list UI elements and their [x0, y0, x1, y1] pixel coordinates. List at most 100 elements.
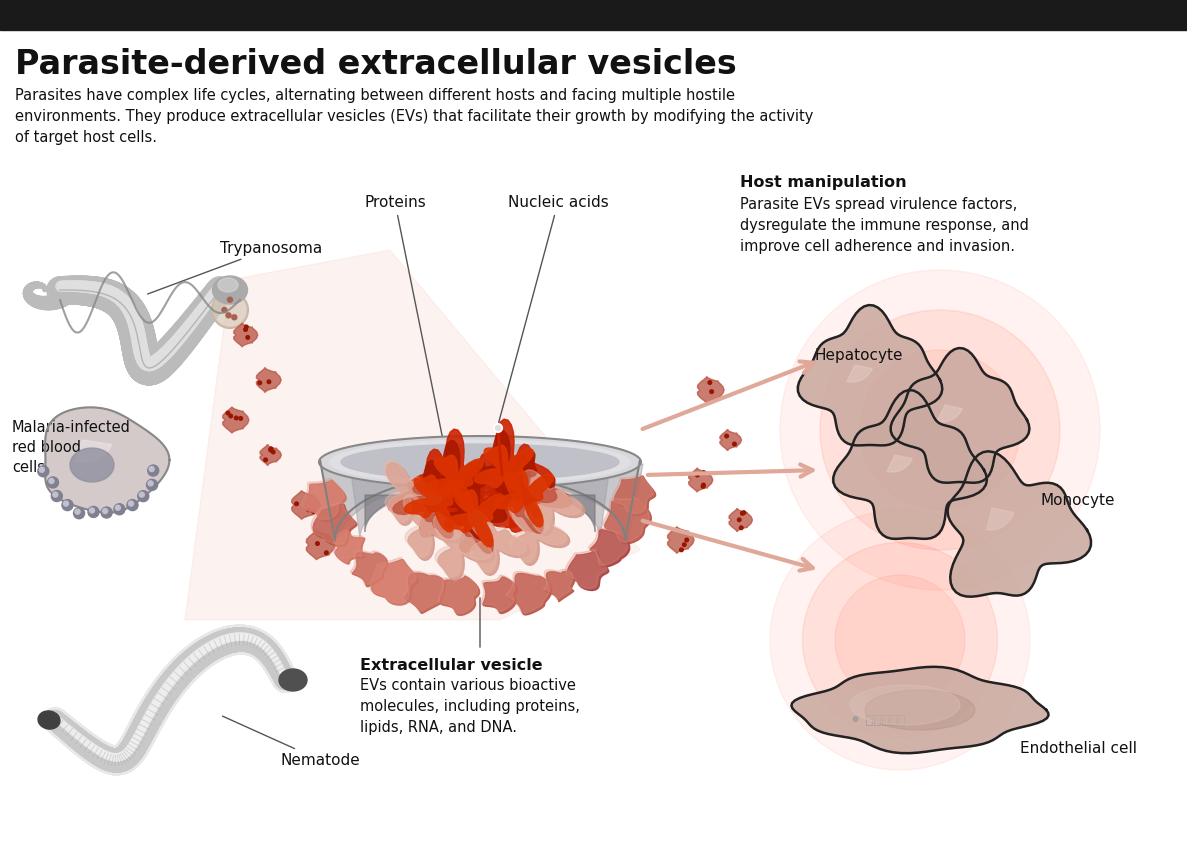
Circle shape: [834, 575, 965, 705]
Polygon shape: [427, 464, 522, 552]
Polygon shape: [798, 305, 942, 445]
Circle shape: [229, 414, 233, 418]
Polygon shape: [405, 573, 445, 614]
Circle shape: [128, 501, 133, 506]
Polygon shape: [483, 456, 557, 533]
Circle shape: [148, 481, 153, 486]
Polygon shape: [311, 502, 355, 545]
Polygon shape: [545, 571, 575, 602]
Polygon shape: [729, 508, 753, 532]
Polygon shape: [234, 323, 258, 347]
Polygon shape: [848, 365, 872, 382]
Polygon shape: [304, 480, 347, 521]
Polygon shape: [506, 571, 550, 613]
Circle shape: [146, 479, 158, 490]
Circle shape: [264, 458, 267, 462]
Circle shape: [861, 350, 1020, 510]
Circle shape: [494, 424, 502, 432]
Polygon shape: [413, 440, 487, 518]
Polygon shape: [301, 478, 344, 520]
Polygon shape: [494, 470, 553, 527]
Circle shape: [702, 483, 705, 487]
Circle shape: [770, 510, 1030, 770]
Polygon shape: [372, 559, 418, 605]
Polygon shape: [688, 468, 713, 492]
Bar: [0, 0, 1187, 30]
Polygon shape: [306, 530, 336, 560]
Circle shape: [234, 416, 239, 419]
Circle shape: [272, 450, 275, 454]
Polygon shape: [475, 445, 534, 502]
Polygon shape: [335, 532, 364, 564]
Circle shape: [246, 336, 249, 339]
Circle shape: [38, 466, 49, 476]
Polygon shape: [698, 376, 724, 403]
Circle shape: [127, 500, 138, 511]
Text: Parasites have complex life cycles, alternating between different hosts and faci: Parasites have complex life cycles, alte…: [15, 88, 813, 145]
Polygon shape: [408, 429, 502, 517]
Polygon shape: [850, 685, 960, 725]
Circle shape: [62, 500, 72, 511]
Polygon shape: [612, 474, 654, 513]
Circle shape: [226, 313, 231, 318]
Polygon shape: [424, 455, 483, 512]
Polygon shape: [223, 406, 249, 433]
Text: ⚫ 外泌体之家: ⚫ 外泌体之家: [850, 714, 906, 727]
Polygon shape: [667, 526, 694, 553]
Polygon shape: [323, 464, 643, 544]
Polygon shape: [387, 463, 445, 526]
Text: Parasite-derived extracellular vesicles: Parasite-derived extracellular vesicles: [15, 48, 737, 81]
Circle shape: [227, 412, 230, 415]
Ellipse shape: [341, 444, 618, 480]
Polygon shape: [440, 576, 480, 615]
Text: Host manipulation: Host manipulation: [740, 175, 907, 190]
Polygon shape: [483, 577, 518, 614]
Circle shape: [725, 434, 729, 438]
Polygon shape: [334, 530, 363, 562]
Circle shape: [742, 511, 745, 514]
Ellipse shape: [212, 276, 248, 304]
Circle shape: [39, 467, 44, 472]
Polygon shape: [947, 451, 1091, 596]
Circle shape: [702, 471, 705, 475]
Circle shape: [239, 417, 242, 420]
Polygon shape: [481, 575, 515, 612]
Polygon shape: [433, 515, 491, 577]
Circle shape: [685, 539, 688, 542]
Text: Malaria-infected
red blood
cells: Malaria-infected red blood cells: [12, 420, 131, 475]
Circle shape: [147, 465, 159, 476]
Polygon shape: [70, 448, 114, 482]
Polygon shape: [478, 444, 572, 532]
Circle shape: [102, 508, 108, 513]
Circle shape: [696, 473, 699, 477]
Circle shape: [312, 510, 316, 513]
Circle shape: [710, 390, 713, 394]
Text: EVs contain various bioactive
molecules, including proteins,
lipids, RNA, and DN: EVs contain various bioactive molecules,…: [360, 678, 580, 735]
Circle shape: [115, 505, 120, 510]
Polygon shape: [402, 571, 443, 611]
Circle shape: [267, 380, 271, 383]
Circle shape: [316, 542, 319, 545]
Polygon shape: [615, 476, 655, 515]
Polygon shape: [75, 440, 112, 462]
Ellipse shape: [279, 669, 307, 691]
Polygon shape: [833, 390, 986, 539]
Polygon shape: [320, 460, 640, 540]
Text: Hepatocyte: Hepatocyte: [815, 348, 903, 362]
Circle shape: [150, 467, 154, 471]
Circle shape: [683, 543, 686, 546]
Text: Trypanosoma: Trypanosoma: [147, 241, 322, 294]
Polygon shape: [527, 473, 585, 535]
Polygon shape: [512, 503, 570, 565]
Polygon shape: [260, 444, 281, 466]
Polygon shape: [603, 498, 649, 542]
Circle shape: [74, 507, 84, 519]
Circle shape: [231, 315, 236, 320]
Polygon shape: [185, 250, 640, 620]
Circle shape: [138, 491, 148, 501]
Circle shape: [702, 484, 705, 488]
Polygon shape: [350, 551, 386, 584]
Circle shape: [88, 507, 99, 518]
Polygon shape: [405, 475, 464, 532]
Circle shape: [820, 310, 1060, 550]
